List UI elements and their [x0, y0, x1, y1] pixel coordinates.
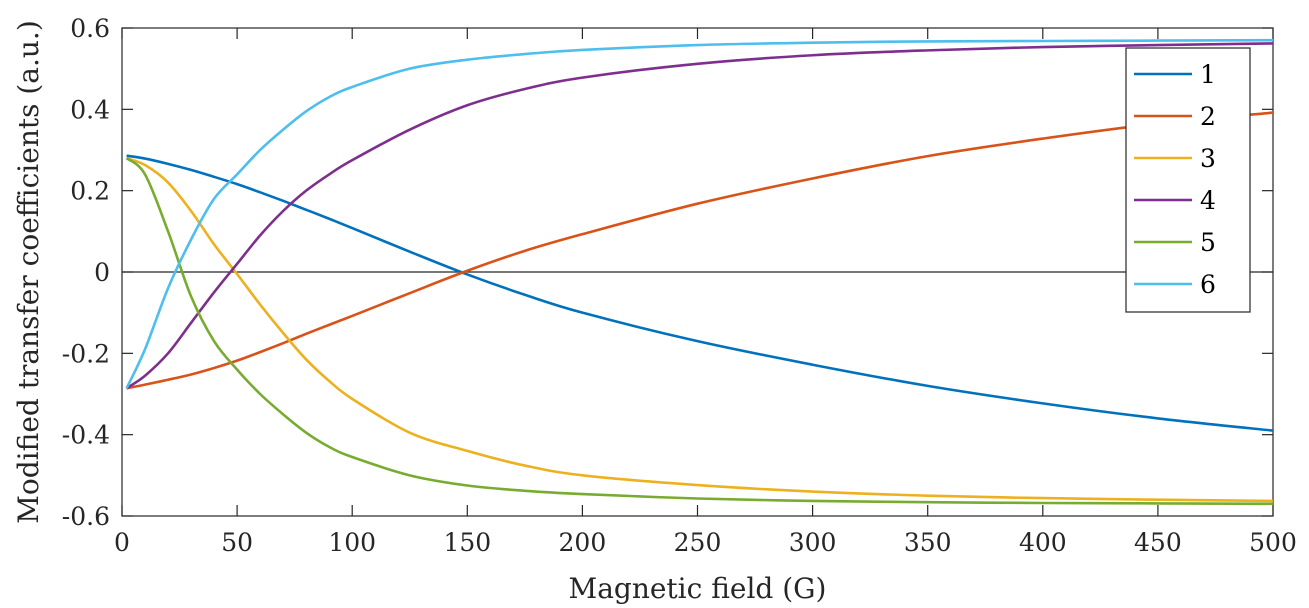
x-tick-label: 50	[221, 528, 253, 557]
x-tick-label: 350	[904, 528, 952, 557]
x-tick-label: 450	[1134, 528, 1182, 557]
series-line-6	[125, 38, 1274, 389]
legend-label-4: 4	[1200, 186, 1216, 215]
series-line-5	[125, 157, 1274, 506]
y-tick-label: 0.2	[70, 177, 110, 206]
series-line-1	[126, 154, 1274, 432]
y-tick-label: 0.4	[70, 95, 110, 124]
legend-box	[1125, 47, 1251, 313]
legend-label-6: 6	[1200, 270, 1216, 299]
y-tick-label: 0	[94, 258, 110, 287]
series-line-4	[125, 42, 1274, 390]
x-tick-label: 200	[559, 528, 607, 557]
series-line-2	[126, 111, 1274, 390]
legend-label-5: 5	[1200, 228, 1216, 257]
x-tick-label: 500	[1249, 528, 1297, 557]
y-tick-label: -0.6	[62, 502, 110, 531]
x-axis-ticks: 0 50 100 150 200 250 300 350 400 450 500	[114, 28, 1297, 557]
y-axis-title: Modified transfer coefficients (a.u.)	[12, 20, 45, 524]
plot-area	[121, 27, 1274, 517]
legend-label-3: 3	[1200, 144, 1216, 173]
x-axis-title: Magnetic field (G)	[569, 572, 827, 605]
x-tick-label: 100	[328, 528, 376, 557]
x-tick-label: 300	[789, 528, 837, 557]
series-line-3	[126, 156, 1274, 503]
x-tick-label: 250	[674, 528, 722, 557]
legend: 1 2 3 4 5 6	[1125, 47, 1251, 313]
x-tick-label: 150	[443, 528, 491, 557]
legend-label-2: 2	[1200, 102, 1216, 131]
y-tick-label: -0.4	[62, 421, 110, 450]
y-axis-ticks: -0.6 -0.4 -0.2 0 0.2 0.4 0.6	[62, 14, 1273, 531]
legend-label-1: 1	[1200, 60, 1216, 89]
y-tick-label: -0.2	[62, 339, 110, 368]
y-tick-label: 0.6	[70, 14, 110, 43]
x-tick-label: 400	[1019, 528, 1067, 557]
series-group	[125, 38, 1274, 506]
x-tick-label: 0	[114, 528, 130, 557]
